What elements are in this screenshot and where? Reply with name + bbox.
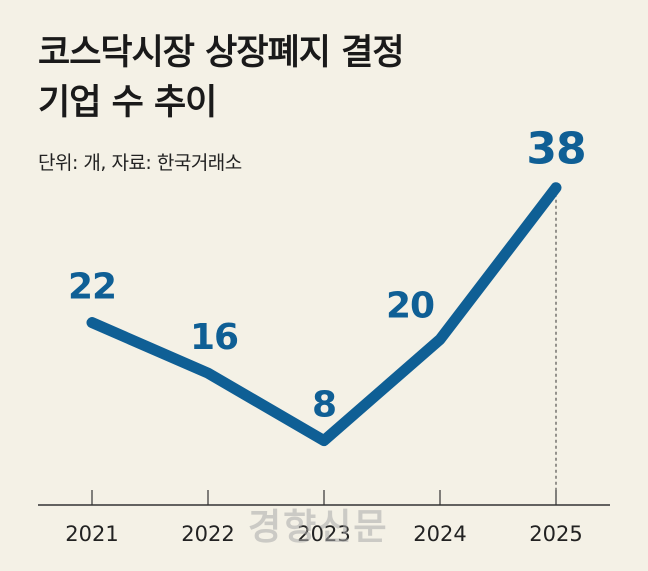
chart-title: 코스닥시장 상장폐지 결정 기업 수 추이 <box>38 28 405 128</box>
data-label-2025: 38 <box>526 124 585 175</box>
data-label-2022: 16 <box>190 317 238 358</box>
x-tick-label-2025: 2025 <box>529 522 582 546</box>
x-tick-label-2024: 2024 <box>413 522 466 546</box>
unit-source-note: 단위: 개, 자료: 한국거래소 <box>38 152 242 174</box>
x-tick-label-2023: 2023 <box>297 522 350 546</box>
chart-title-line1: 코스닥시장 상장폐지 결정 <box>38 33 405 73</box>
data-label-2024: 20 <box>386 285 434 326</box>
data-label-2023: 8 <box>312 385 336 426</box>
x-tick-label-2022: 2022 <box>181 522 234 546</box>
chart-title-line2: 기업 수 추이 <box>38 83 217 123</box>
x-tick-label-2021: 2021 <box>65 522 118 546</box>
series-line <box>86 182 562 447</box>
data-label-2021: 22 <box>68 267 116 308</box>
